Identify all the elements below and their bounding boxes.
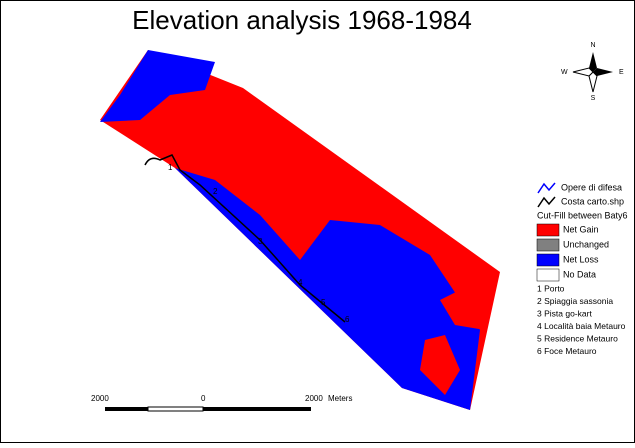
title: Elevation analysis 1968-1984 — [132, 5, 472, 35]
place-label: 5 Residence Metauro — [537, 333, 618, 343]
map-label: 5 — [321, 298, 326, 307]
net-gain-area — [420, 285, 495, 395]
legend-swatch — [536, 268, 560, 282]
coastline — [144, 154, 346, 323]
map-label: 2 — [213, 187, 218, 196]
compass-label: E — [619, 69, 624, 76]
legend-swatch — [536, 253, 560, 267]
legend: Opere di difesa Costa carto.shp Cut-Fill b… — [536, 182, 628, 282]
scale-unit: Meters — [328, 394, 352, 403]
map-label: 1 — [168, 163, 173, 172]
place-label: 6 Foce Metauro — [537, 346, 597, 356]
compass: N E S W — [561, 42, 624, 102]
legend-swatch — [536, 223, 560, 237]
compass-label: W — [561, 69, 568, 76]
scale-bar: 2000 0 2000 Meters — [91, 394, 352, 412]
places-list: 1 Porto 2 Spiaggia sassonia 3 Pista go-kar… — [537, 283, 626, 356]
map-label: 4 — [298, 278, 303, 287]
legend-label: Opere di difesa — [561, 182, 622, 192]
legend-label: Unchanged — [563, 239, 609, 249]
place-label: 1 Porto — [537, 283, 565, 293]
map-label: 6 — [345, 315, 350, 324]
place-label: 2 Spiaggia sassonia — [537, 296, 613, 306]
place-label: 4 Località baia Metauro — [537, 321, 626, 331]
legend-swatch — [536, 238, 560, 252]
scale-label: 2000 — [305, 394, 323, 403]
net-loss-area — [100, 50, 215, 122]
compass-label: N — [590, 42, 595, 49]
legend-line — [537, 182, 556, 194]
legend-line — [537, 196, 556, 208]
scale-label: 2000 — [91, 394, 109, 403]
legend-label: Net Loss — [563, 254, 599, 264]
place-label: 3 Pista go-kart — [537, 308, 592, 318]
map: 1 2 3 4 5 6 — [100, 50, 500, 410]
legend-label: Costa carto.shp — [561, 196, 624, 206]
map-label: 3 — [258, 237, 263, 246]
legend-heading: Cut-Fill between Baty6 — [537, 210, 628, 220]
compass-label: S — [591, 95, 596, 102]
legend-label: Net Gain — [563, 224, 599, 234]
scale-label: 0 — [201, 394, 206, 403]
legend-label: No Data — [563, 269, 596, 279]
